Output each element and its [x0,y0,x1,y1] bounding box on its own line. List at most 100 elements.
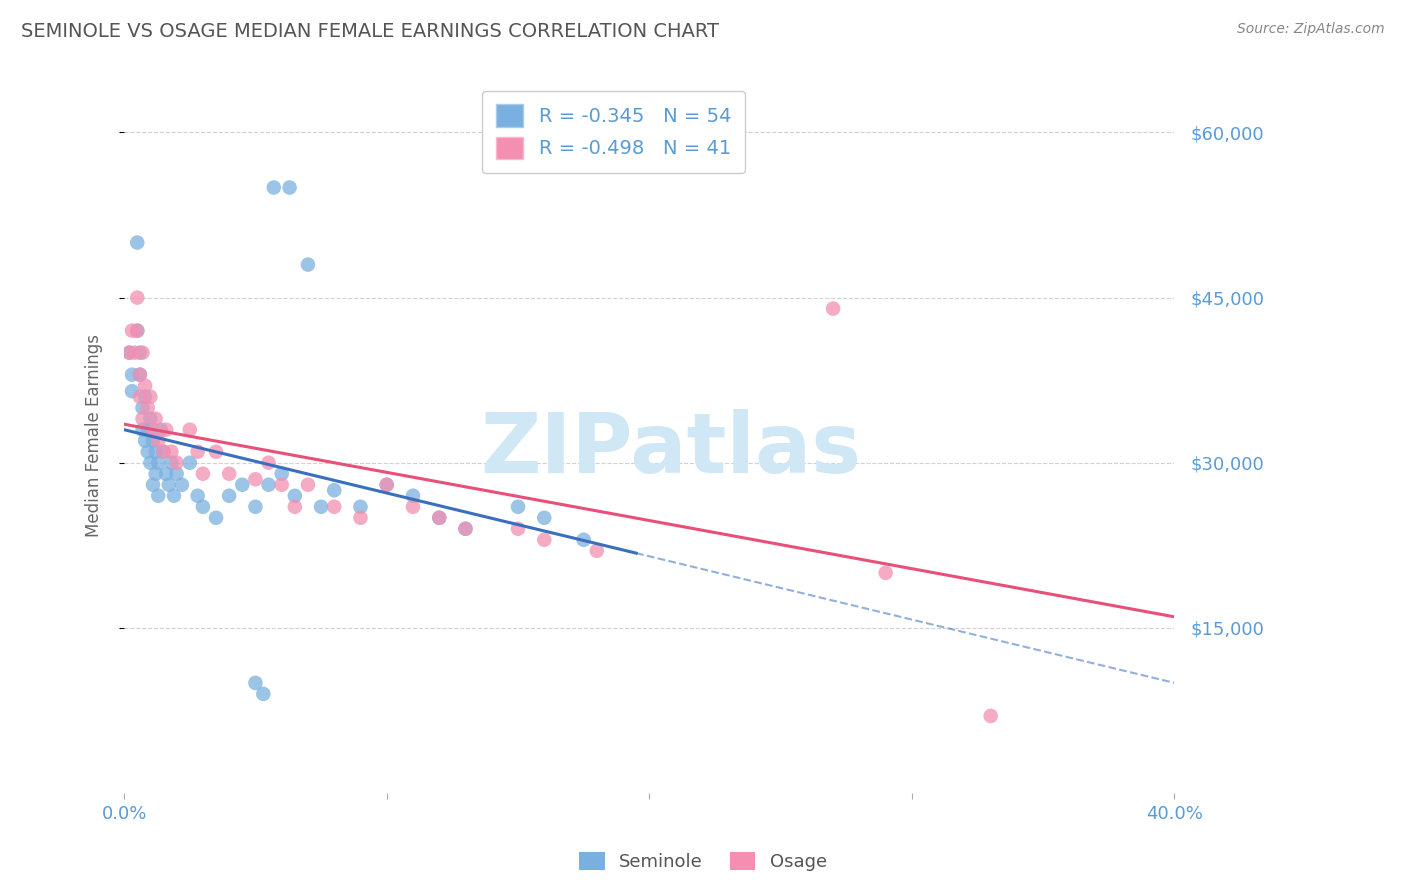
Point [160,456,183,470]
Point [506,500,529,514]
Point [427,510,450,524]
Point [218,489,240,503]
Point [402,500,425,514]
Point [454,522,477,536]
Point [823,301,845,316]
Point [257,456,280,470]
Point [170,477,193,491]
Point [124,345,146,359]
Point [131,401,153,415]
Point [454,522,477,536]
Point [128,345,150,359]
Point [270,467,292,481]
Point [252,687,274,701]
Point [131,411,153,425]
Point [309,500,332,514]
Point [127,235,149,250]
Point [145,467,167,481]
Point [231,477,253,491]
Point [155,423,177,437]
Point [245,500,267,514]
Point [166,467,188,481]
Point [136,444,159,458]
Point [284,500,307,514]
Point [163,489,186,503]
Point [205,510,228,524]
Point [375,477,398,491]
Point [533,510,555,524]
Point [245,472,267,486]
Point [263,180,285,194]
Point [323,500,346,514]
Point [245,676,267,690]
Point [118,345,141,359]
Point [297,477,319,491]
Y-axis label: Median Female Earnings: Median Female Earnings [86,334,103,537]
Point [134,390,156,404]
Point [157,477,180,491]
Point [187,444,209,458]
Text: SEMINOLE VS OSAGE MEDIAN FEMALE EARNINGS CORRELATION CHART: SEMINOLE VS OSAGE MEDIAN FEMALE EARNINGS… [21,22,718,41]
Point [533,533,555,547]
Point [152,444,174,458]
Point [278,180,301,194]
Point [152,444,174,458]
Point [128,368,150,382]
Point [179,423,201,437]
Legend: R = -0.345   N = 54, R = -0.498   N = 41: R = -0.345 N = 54, R = -0.498 N = 41 [482,91,745,172]
Point [128,390,150,404]
Point [270,477,292,491]
Point [121,368,143,382]
Point [572,533,595,547]
Point [149,423,172,437]
Point [136,423,159,437]
Legend: Seminole, Osage: Seminole, Osage [572,845,834,879]
Point [427,510,450,524]
Point [127,291,149,305]
Point [375,477,398,491]
Point [136,401,159,415]
Point [218,467,240,481]
Point [323,483,346,498]
Point [297,258,319,272]
Point [139,456,162,470]
Point [128,368,150,382]
Point [145,444,167,458]
Point [127,324,149,338]
Point [166,456,188,470]
Point [148,489,170,503]
Point [160,444,183,458]
Point [585,543,607,558]
Point [257,477,280,491]
Point [121,384,143,399]
Point [142,423,165,437]
Point [349,510,371,524]
Point [134,378,156,392]
Point [179,456,201,470]
Point [875,566,897,580]
Point [131,345,153,359]
Point [506,522,529,536]
Point [142,477,165,491]
Point [191,467,214,481]
Point [187,489,209,503]
Point [145,411,167,425]
Point [349,500,371,514]
Point [142,434,165,448]
Point [131,423,153,437]
Text: Source: ZipAtlas.com: Source: ZipAtlas.com [1237,22,1385,37]
Point [148,434,170,448]
Point [205,444,228,458]
Point [148,456,170,470]
Point [134,434,156,448]
Text: ZIPatlas: ZIPatlas [479,409,860,490]
Point [402,489,425,503]
Point [191,500,214,514]
Point [127,324,149,338]
Point [155,467,177,481]
Point [121,324,143,338]
Point [284,489,307,503]
Point [139,411,162,425]
Point [118,345,141,359]
Point [980,709,1002,723]
